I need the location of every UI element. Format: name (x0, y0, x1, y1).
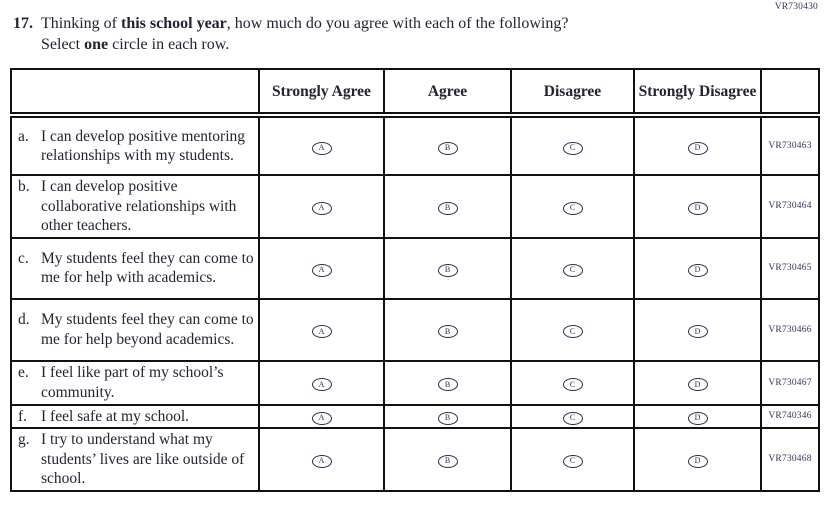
statement-prefix: b. (18, 178, 30, 195)
question-line-1: Thinking of this school year, how much d… (41, 13, 568, 34)
row-code: VR730466 (760, 297, 820, 362)
bubble-d-strongly-agree[interactable]: A (311, 325, 332, 338)
statement-prefix: g. (18, 431, 30, 448)
row-code: VR730468 (760, 427, 820, 492)
bubble-a-strongly-agree[interactable]: A (311, 141, 332, 155)
statement-cell: a. I can develop positive mentoring relat… (18, 127, 254, 166)
statement-cell: d. My students feel they can come to me f… (18, 310, 254, 349)
question-text-bold-segment: one (84, 36, 109, 53)
row-code: VR730464 (760, 174, 820, 239)
bubble-e-strongly-agree[interactable]: A (311, 378, 332, 391)
row-code: VR730463 (760, 114, 820, 176)
question-text-segment: Thinking of (41, 15, 121, 32)
statement-prefix: a. (18, 127, 29, 145)
bubble-c-agree[interactable]: B (437, 263, 458, 277)
table-row-f: f. I feel safe at my school. A B C D VR74… (10, 403, 820, 429)
bubble-e-strongly-disagree[interactable]: D (687, 378, 708, 391)
statement-text: I feel safe at my school. (41, 407, 190, 425)
table-row-c: c. My students feel they can come to me f… (10, 236, 820, 300)
statement-prefix: d. (18, 311, 30, 328)
statement-prefix: c. (18, 249, 29, 267)
bubble-a-agree[interactable]: B (437, 141, 458, 155)
statement-cell: b. I can develop positive collaborative r… (18, 177, 254, 236)
statement-prefix: f. (18, 407, 28, 425)
question-text-segment: Select (41, 36, 85, 53)
agreement-matrix-table: Strongly Agree Agree Disagree Strongly D… (10, 68, 820, 492)
question-line-2: Select one circle in each row. (41, 34, 568, 55)
question-text-segment: , how much do you agree with each of the… (226, 15, 569, 32)
bubble-b-disagree[interactable]: C (562, 201, 583, 215)
statement-text: I try to understand what my students’ li… (41, 431, 245, 487)
table-row-a: a. I can develop positive mentoring relat… (10, 114, 820, 176)
statement-prefix: e. (18, 364, 29, 381)
bubble-f-strongly-disagree[interactable]: D (687, 411, 708, 425)
bubble-b-strongly-disagree[interactable]: D (687, 201, 708, 215)
table-row-e: e. I feel like part of my school’s commun… (10, 359, 820, 406)
bubble-b-agree[interactable]: B (437, 201, 458, 215)
statement-cell: g. I try to understand what my students’ … (18, 430, 254, 489)
bubble-f-disagree[interactable]: C (562, 411, 583, 425)
bubble-e-disagree[interactable]: C (562, 378, 583, 391)
question-text-bold-segment: this school year (121, 15, 227, 32)
question-block: 17. Thinking of this school year, how mu… (0, 0, 826, 55)
header-row: Strongly Agree Agree Disagree Strongly D… (10, 68, 820, 118)
statement-text: I can develop positive collaborative rel… (41, 178, 237, 234)
question-text-segment: circle in each row. (108, 36, 230, 53)
statement-cell: e. I feel like part of my school’s commun… (18, 363, 254, 402)
statement-text: I feel like part of my school’s communit… (41, 364, 224, 401)
statement-text: My students feel they can come to me for… (41, 311, 254, 348)
question-text: Thinking of this school year, how much d… (41, 13, 568, 55)
bubble-g-strongly-agree[interactable]: A (311, 454, 332, 468)
bubble-b-strongly-agree[interactable]: A (311, 201, 332, 215)
bubble-d-strongly-disagree[interactable]: D (687, 325, 708, 338)
bubble-c-strongly-agree[interactable]: A (311, 263, 332, 277)
header-code-cell (760, 68, 820, 118)
form-code: VR730430 (774, 2, 818, 12)
bubble-a-strongly-disagree[interactable]: D (687, 141, 708, 155)
bubble-c-disagree[interactable]: C (562, 263, 583, 277)
table-row-g: g. I try to understand what my students’ … (10, 427, 820, 492)
question-number: 17. (13, 15, 33, 32)
bubble-f-agree[interactable]: B (437, 411, 458, 425)
bubble-d-agree[interactable]: B (437, 325, 458, 338)
bubble-d-disagree[interactable]: C (562, 325, 583, 338)
row-code: VR730465 (760, 236, 820, 300)
header-agree: Agree (383, 68, 512, 118)
header-strongly-agree: Strongly Agree (258, 68, 385, 118)
bubble-a-disagree[interactable]: C (562, 141, 583, 155)
statement-cell: c. My students feel they can come to me f… (18, 249, 254, 288)
bubble-f-strongly-agree[interactable]: A (311, 411, 332, 425)
table-row-b: b. I can develop positive collaborative r… (10, 174, 820, 239)
bubble-e-agree[interactable]: B (437, 378, 458, 391)
row-code: VR740346 (760, 403, 820, 429)
bubble-g-disagree[interactable]: C (562, 454, 583, 468)
header-disagree: Disagree (510, 68, 635, 118)
header-empty-cell (10, 68, 260, 118)
statement-text: I can develop positive mentoring relatio… (41, 127, 246, 165)
bubble-g-agree[interactable]: B (437, 454, 458, 468)
header-strongly-disagree: Strongly Disagree (633, 68, 762, 118)
table-row-d: d. My students feel they can come to me f… (10, 297, 820, 362)
row-code: VR730467 (760, 359, 820, 406)
bubble-c-strongly-disagree[interactable]: D (687, 263, 708, 277)
statement-cell: f. I feel safe at my school. (18, 407, 254, 427)
bubble-g-strongly-disagree[interactable]: D (687, 454, 708, 468)
statement-text: My students feel they can come to me for… (41, 249, 254, 287)
